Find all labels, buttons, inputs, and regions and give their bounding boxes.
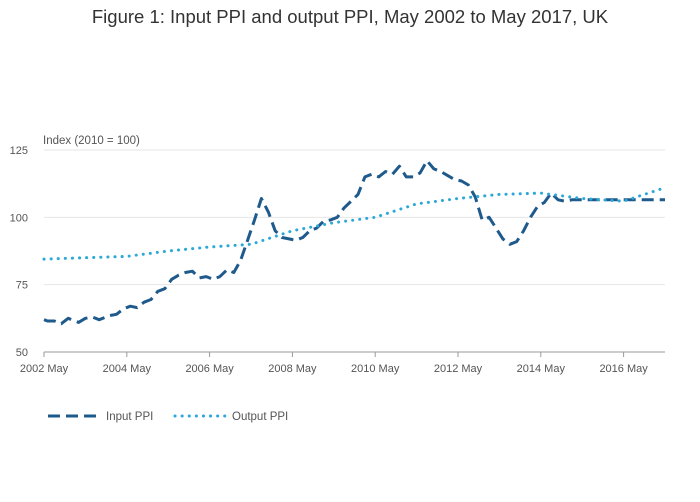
x-tick-label: 2006 May — [185, 363, 234, 375]
y-tick-label: 50 — [16, 347, 28, 359]
legend-item-input-ppi[interactable]: Input PPI — [48, 411, 153, 423]
y-tick-labels: 50 75 100 125 — [10, 145, 28, 359]
x-tick-label: 2010 May — [351, 363, 400, 375]
x-tick-label: 2004 May — [103, 363, 152, 375]
x-tick-label: 2012 May — [434, 363, 483, 375]
legend-item-output-ppi[interactable]: Output PPI — [175, 411, 288, 423]
x-tick-label: 2008 May — [268, 363, 317, 375]
x-tick-label: 2002 May — [20, 363, 69, 375]
x-axis: 2002 May 2004 May 2006 May 2008 May 2010 May… — [20, 352, 665, 375]
x-tick-label: 2014 May — [517, 363, 566, 375]
y-tick-label: 125 — [10, 145, 28, 157]
legend-label: Input PPI — [106, 411, 153, 423]
x-tick-label: 2016 May — [599, 363, 648, 375]
plot-area — [44, 161, 665, 324]
gridlines — [44, 150, 665, 352]
y-tick-label: 75 — [16, 280, 28, 292]
legend[interactable]: Input PPI Output PPI — [48, 411, 288, 423]
y-tick-label: 100 — [10, 212, 28, 224]
series-line-input-ppi — [44, 161, 665, 324]
legend-label: Output PPI — [232, 411, 288, 423]
